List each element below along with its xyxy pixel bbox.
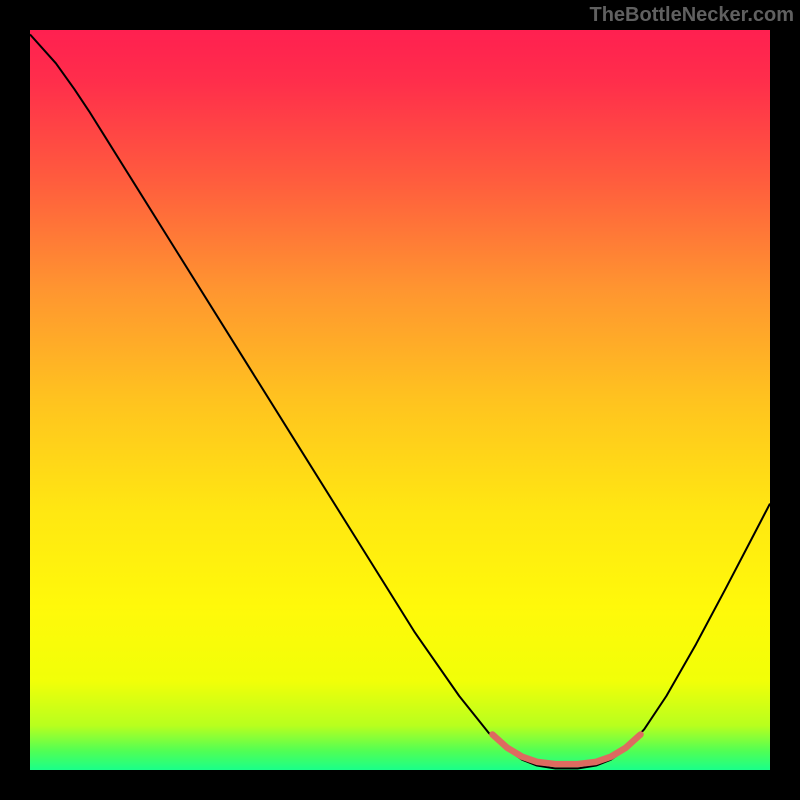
chart-plot-area [30,30,770,770]
watermark-text: TheBottleNecker.com [589,4,794,27]
chart-svg [30,30,770,770]
chart-background [30,30,770,770]
